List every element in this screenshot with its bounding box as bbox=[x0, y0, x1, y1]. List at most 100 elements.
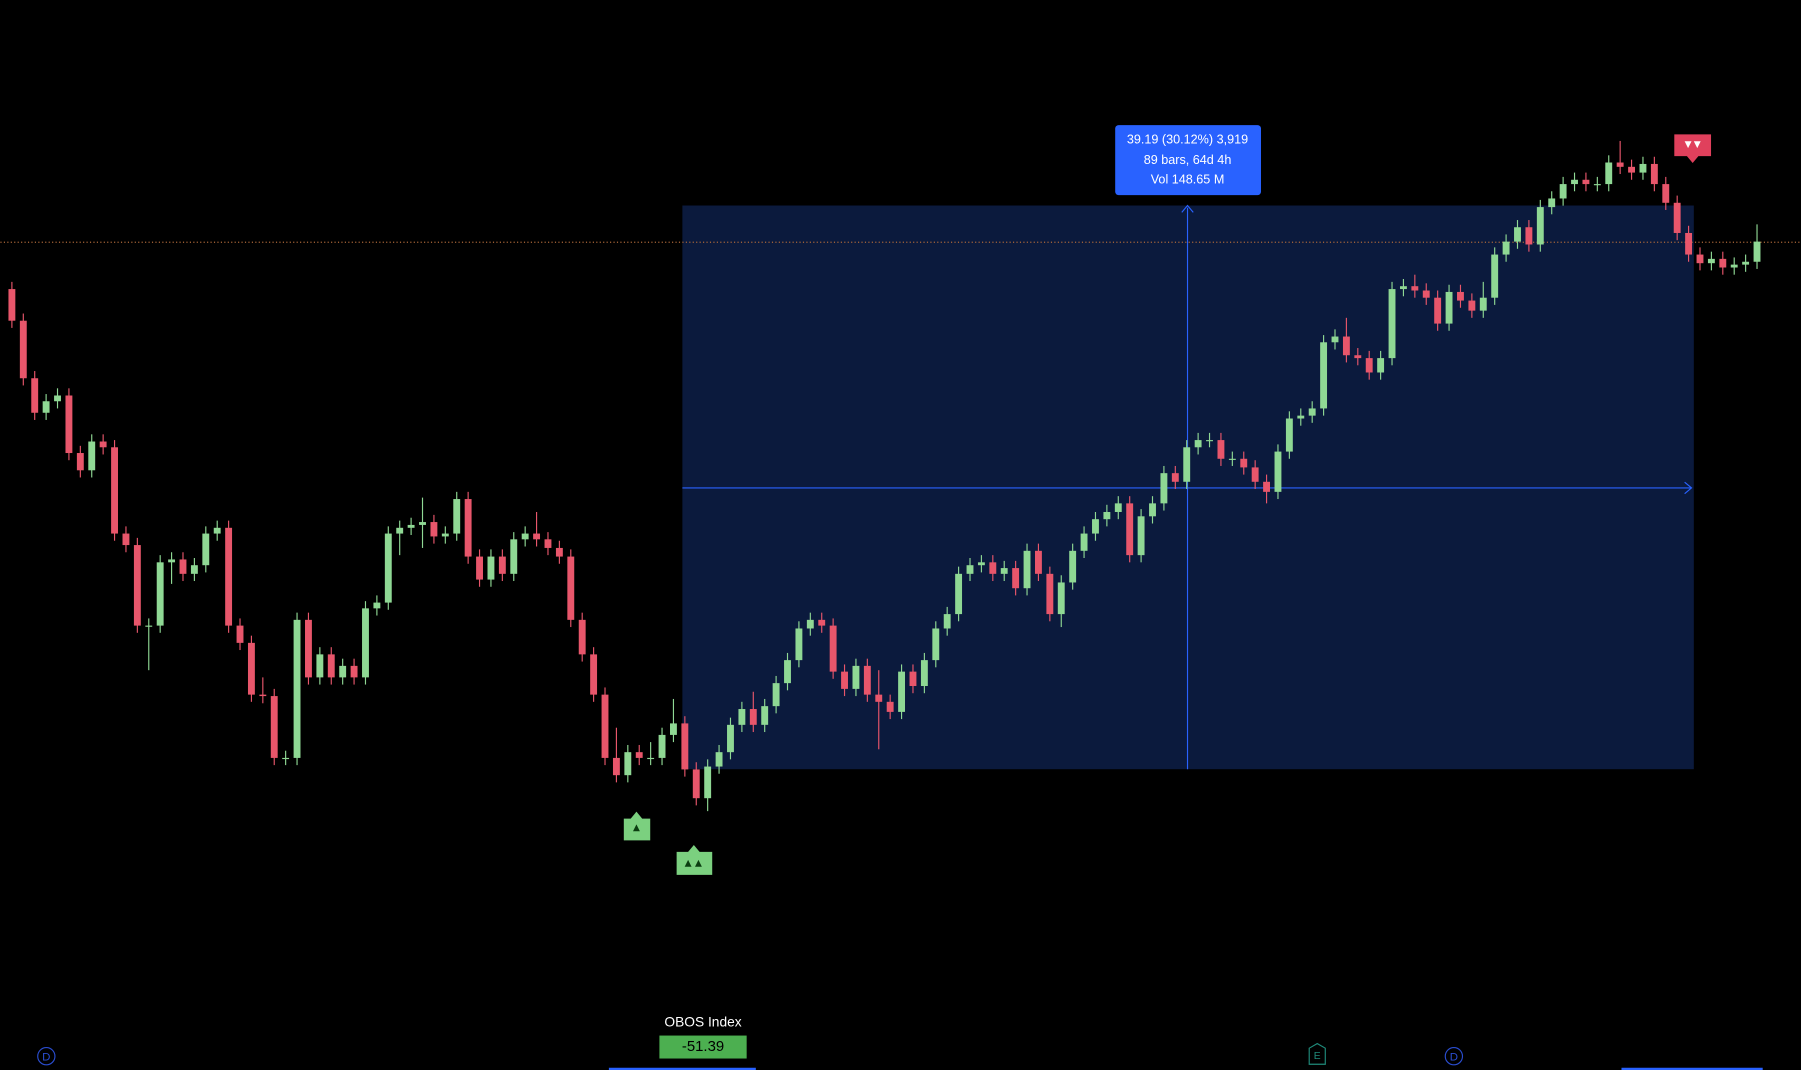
candle-body bbox=[54, 395, 61, 402]
candle-body bbox=[65, 395, 73, 454]
candle-body bbox=[1194, 440, 1202, 448]
candle-body bbox=[305, 619, 312, 678]
measure-tooltip bbox=[1115, 125, 1261, 196]
candle-body bbox=[122, 533, 130, 546]
candle-body bbox=[818, 619, 826, 626]
indicator-value: -51.39 bbox=[682, 1038, 724, 1055]
candle-body bbox=[1525, 227, 1533, 245]
marker-label[interactable]: D bbox=[42, 1051, 50, 1063]
candle-body bbox=[1297, 415, 1305, 419]
candle-body bbox=[1742, 261, 1750, 265]
candle-body bbox=[1240, 458, 1248, 468]
candle-body bbox=[1160, 473, 1168, 504]
candle-body bbox=[350, 665, 358, 678]
candle-body bbox=[1616, 162, 1624, 167]
buy-signal bbox=[623, 811, 651, 841]
candle-body bbox=[133, 545, 141, 626]
candle-body bbox=[247, 642, 255, 695]
candle-body bbox=[1411, 286, 1419, 291]
candle-body bbox=[1080, 533, 1088, 551]
candle-body bbox=[282, 757, 290, 760]
candle-body bbox=[772, 683, 780, 707]
candle-body bbox=[168, 559, 176, 563]
candle-body bbox=[863, 665, 871, 695]
candle-body bbox=[441, 533, 449, 537]
measure-arrows bbox=[1181, 204, 1693, 495]
candle-body bbox=[384, 533, 392, 603]
candle-body bbox=[419, 522, 426, 525]
candle-body bbox=[293, 619, 301, 758]
marker-label[interactable]: E bbox=[1314, 1051, 1321, 1062]
candle-body bbox=[339, 665, 347, 678]
candle-body bbox=[590, 654, 598, 695]
candle-body bbox=[259, 694, 267, 697]
candle-body bbox=[453, 499, 461, 534]
candle-body bbox=[1422, 290, 1430, 298]
candle-body bbox=[1457, 291, 1464, 301]
candle-body bbox=[430, 522, 438, 537]
candle-body bbox=[886, 701, 894, 712]
candle-body bbox=[31, 378, 39, 413]
candle-body bbox=[670, 723, 677, 735]
candle-body bbox=[715, 752, 723, 767]
candle-body bbox=[1605, 162, 1613, 185]
candle-body bbox=[1593, 184, 1601, 186]
candle-body bbox=[1228, 458, 1236, 460]
candle-body bbox=[1308, 408, 1316, 416]
candle-body bbox=[8, 289, 16, 321]
indicator-label-bg bbox=[658, 1010, 747, 1034]
candle-body bbox=[943, 614, 951, 629]
candle-body bbox=[396, 527, 404, 534]
candle-body bbox=[202, 533, 210, 566]
candle-body bbox=[1365, 358, 1373, 373]
measure-line: 39.19 (30.12%) 3,919 bbox=[1127, 132, 1248, 146]
candle-body bbox=[1514, 227, 1521, 242]
candle-body bbox=[829, 625, 837, 672]
candle-body bbox=[190, 565, 198, 574]
candle-body bbox=[88, 441, 96, 471]
candle-body bbox=[236, 625, 244, 643]
candle-body bbox=[1069, 550, 1077, 583]
candle-body bbox=[1445, 291, 1453, 324]
candle-body bbox=[544, 539, 552, 548]
marker-earnings[interactable] bbox=[1308, 1042, 1326, 1065]
measure-line: Vol 148.65 M bbox=[1151, 173, 1225, 187]
candle-body bbox=[1342, 336, 1350, 356]
candle-body bbox=[966, 565, 974, 574]
indicator-value-bg bbox=[659, 1035, 747, 1059]
candle-body bbox=[1092, 519, 1099, 534]
candle-body bbox=[225, 527, 233, 626]
candle-body bbox=[1034, 550, 1042, 574]
candle-body bbox=[1719, 258, 1727, 268]
candle-body bbox=[1707, 258, 1715, 264]
candle-body bbox=[1103, 511, 1111, 520]
candle-body bbox=[1753, 241, 1761, 262]
candle-body bbox=[1114, 503, 1122, 512]
candle-body bbox=[179, 559, 187, 574]
candle-body bbox=[1217, 440, 1225, 459]
candle-body bbox=[749, 709, 757, 725]
candle-body bbox=[476, 556, 483, 580]
marker-circle[interactable] bbox=[37, 1047, 56, 1066]
marker-circle[interactable] bbox=[1444, 1047, 1464, 1066]
candle-body bbox=[111, 447, 118, 534]
candle-body bbox=[1377, 358, 1385, 373]
candle-body bbox=[1012, 568, 1020, 589]
candle-body bbox=[99, 441, 107, 448]
indicator-name: OBOS Index bbox=[664, 1015, 741, 1030]
candle-body bbox=[635, 752, 643, 758]
candle-body bbox=[1171, 473, 1179, 482]
candle-body bbox=[1662, 184, 1670, 203]
candle-body bbox=[1320, 342, 1328, 409]
candle-body bbox=[578, 619, 586, 655]
candle-body bbox=[1137, 516, 1145, 556]
candle-body bbox=[1696, 254, 1704, 264]
candle-body bbox=[42, 401, 50, 413]
candle-body bbox=[920, 660, 928, 687]
candle-body bbox=[1149, 503, 1156, 517]
candle-body bbox=[1559, 184, 1567, 199]
strong-sell-signal bbox=[1674, 134, 1712, 164]
candle-body bbox=[761, 706, 769, 725]
marker-label[interactable]: D bbox=[1450, 1051, 1458, 1063]
candle-body bbox=[1285, 418, 1293, 452]
